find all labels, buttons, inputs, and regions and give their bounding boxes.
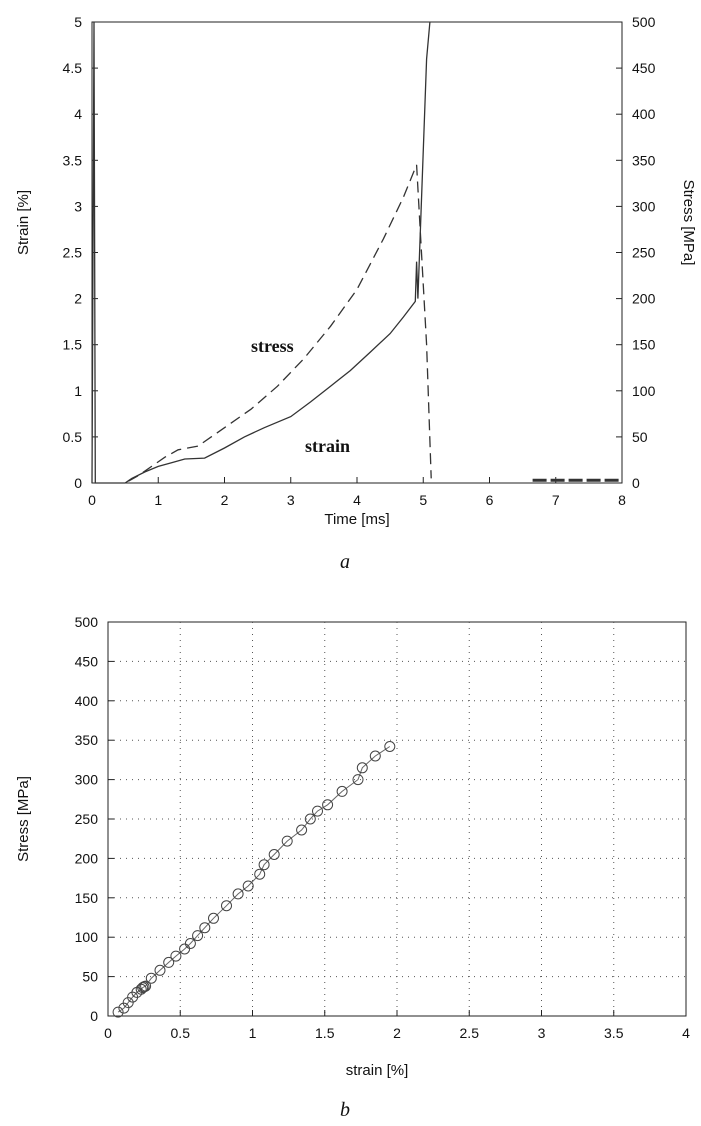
- y-left-tick-label: 0.5: [63, 429, 83, 445]
- y-left-tick-label: 3.5: [63, 152, 83, 168]
- x-tick-label: 0: [88, 492, 96, 508]
- y-tick-label: 0: [90, 1008, 98, 1024]
- data-point: [170, 950, 182, 962]
- data-point: [140, 980, 152, 992]
- series-line: [117, 746, 391, 1013]
- y-axis-label: Stress [MPa]: [15, 776, 32, 862]
- x-tick-label: 1: [154, 492, 162, 508]
- y-right-tick-label: 0: [632, 475, 640, 491]
- y-tick-label: 500: [75, 614, 99, 630]
- data-point: [312, 805, 323, 817]
- x-tick-label: 7: [552, 492, 560, 508]
- y-right-tick-label: 250: [632, 245, 656, 261]
- data-point: [258, 859, 270, 871]
- data-point: [154, 964, 166, 976]
- y-right-tick-label: 100: [632, 383, 656, 399]
- y-left-tick-label: 4.5: [63, 60, 83, 76]
- y-tick-label: 200: [75, 850, 99, 866]
- y-right-tick-label: 400: [632, 106, 656, 122]
- panel-label-a: a: [340, 551, 350, 573]
- y-right-tick-label: 50: [632, 429, 648, 445]
- data-point: [336, 785, 348, 797]
- x-tick-label: 8: [618, 492, 626, 508]
- x-tick-label: 6: [486, 492, 494, 508]
- y-right-tick-label: 300: [632, 198, 656, 214]
- x-axis-label: strain [%]: [346, 1062, 409, 1079]
- y-left-tick-label: 0: [74, 475, 82, 491]
- y-left-tick-label: 1.5: [63, 337, 83, 353]
- y-tick-label: 300: [75, 772, 99, 788]
- data-point: [384, 741, 396, 752]
- data-point: [199, 922, 211, 934]
- x-tick-label: 2.5: [460, 1025, 480, 1041]
- x-tick-label: 5: [419, 492, 427, 508]
- series-strain-line: [91, 21, 431, 484]
- y-axis-label-left: Strain [%]: [15, 190, 32, 255]
- y-right-tick-label: 200: [632, 291, 656, 307]
- data-point: [208, 912, 219, 924]
- data-point: [232, 888, 244, 900]
- chart-a: 0 1 2 3 4 5 6 7 800.511.522.533.544.550501001502…: [15, 14, 697, 573]
- plot-frame-a: [91, 21, 623, 484]
- y-tick-label: 350: [75, 732, 99, 748]
- y-tick-label: 400: [75, 693, 99, 709]
- y-tick-label: 250: [75, 811, 99, 827]
- data-point: [296, 824, 308, 836]
- y-right-tick-label: 500: [632, 14, 656, 30]
- data-point: [281, 835, 293, 847]
- x-tick-label: 2: [221, 492, 229, 508]
- data-point: [184, 938, 196, 949]
- x-tick-label: 4: [353, 492, 361, 508]
- y-right-tick-label: 350: [632, 152, 656, 168]
- data-point: [356, 762, 368, 774]
- x-tick-label: 1: [249, 1025, 257, 1041]
- data-point: [192, 930, 204, 942]
- panel-label-b: b: [340, 1099, 350, 1121]
- y-tick-label: 50: [82, 969, 98, 985]
- data-point: [221, 900, 232, 912]
- x-tick-label: 2: [393, 1025, 401, 1041]
- data-point: [118, 1002, 130, 1014]
- data-point: [352, 774, 364, 786]
- data-point: [268, 849, 280, 860]
- data-point: [163, 956, 175, 968]
- data-point: [369, 750, 381, 762]
- y-tick-label: 450: [75, 653, 99, 669]
- data-point: [254, 868, 266, 880]
- y-tick-label: 100: [75, 929, 99, 945]
- x-tick-label: 1.5: [315, 1025, 335, 1041]
- y-left-tick-label: 3: [74, 198, 82, 214]
- x-tick-label: 0: [104, 1025, 112, 1041]
- x-tick-label: 4: [682, 1025, 690, 1041]
- y-left-tick-label: 1: [74, 383, 82, 399]
- data-point: [122, 997, 134, 1009]
- y-right-tick-label: 150: [632, 337, 656, 353]
- data-point: [242, 880, 254, 892]
- y-axis-label-right: Stress [MPa]: [680, 180, 697, 266]
- chart-b: 0 0.5 1 1.5 2 2.5 3 3.5 4 0 50 100 150 200 250 300 350 40…: [15, 614, 690, 1121]
- x-tick-label: 3: [538, 1025, 546, 1041]
- y-tick-label: 150: [75, 890, 99, 906]
- y-left-tick-label: 5: [74, 14, 82, 30]
- annotation-strain: strain: [305, 436, 350, 456]
- x-tick-label: 3.5: [604, 1025, 624, 1041]
- y-right-tick-label: 450: [632, 60, 656, 76]
- x-tick-label: 3: [287, 492, 295, 508]
- series-stress-line: [128, 164, 432, 482]
- data-point: [304, 813, 316, 825]
- y-left-tick-label: 2.5: [63, 245, 83, 261]
- annotation-stress: stress: [251, 336, 294, 356]
- data-point: [322, 799, 334, 811]
- data-point: [179, 943, 191, 955]
- x-axis-label: Time [ms]: [324, 511, 389, 528]
- y-left-tick-label: 2: [74, 291, 82, 307]
- x-tick-label: 0.5: [171, 1025, 191, 1041]
- data-point: [112, 1006, 124, 1018]
- data-point: [145, 972, 157, 984]
- y-left-tick-label: 4: [74, 106, 82, 122]
